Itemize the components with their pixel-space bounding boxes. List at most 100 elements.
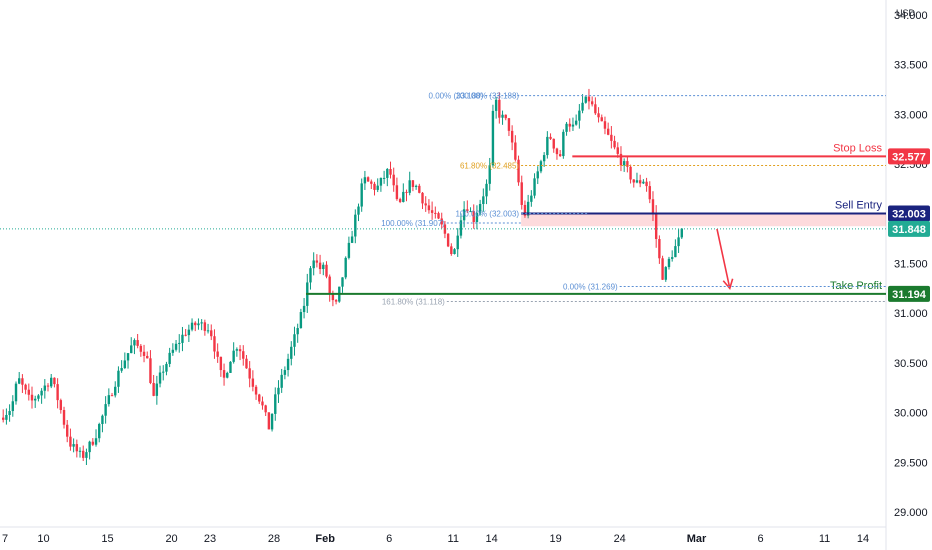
candle-body [555, 148, 559, 155]
candle-body [424, 203, 427, 206]
candle-body [568, 123, 571, 127]
candle-body [110, 395, 114, 397]
candle-body [347, 242, 351, 258]
candle-body [242, 351, 245, 359]
x-tick-label: 7 [2, 533, 8, 545]
candle-body [216, 351, 219, 357]
candle-body [309, 268, 312, 283]
candle-body [296, 328, 299, 335]
x-tick-label: 11 [448, 533, 459, 545]
candle-body [187, 329, 191, 336]
candle-body [133, 340, 136, 346]
candle-body [245, 358, 248, 369]
candle-body [526, 201, 530, 216]
candle-body [14, 383, 18, 402]
candle-body [546, 136, 549, 156]
candle-body [206, 330, 210, 332]
candle-body [594, 104, 597, 114]
candle-body [411, 180, 415, 187]
candle-body [453, 249, 456, 255]
x-tick-label: 10 [37, 533, 49, 545]
price-badge [888, 148, 930, 165]
candle-body [667, 258, 671, 268]
candle-body [293, 334, 296, 347]
candle-body [53, 377, 56, 385]
y-tick-label: 33.000 [894, 109, 928, 121]
candle-body [600, 117, 603, 122]
candle-body [219, 356, 223, 371]
fib-level-label: 61.80% (32.485) [460, 162, 519, 171]
candle-body [264, 405, 267, 413]
candle-body [581, 102, 584, 111]
candle-body [152, 382, 155, 396]
price-badge [888, 220, 930, 237]
candle-body [155, 383, 159, 396]
candle-body [517, 159, 520, 183]
candle-body [661, 258, 664, 280]
candle-body [328, 276, 331, 294]
candle-body [203, 322, 207, 331]
candle-body [251, 378, 255, 387]
candle-body [315, 260, 319, 263]
x-tick-label: 24 [614, 533, 626, 545]
candle-body [379, 177, 383, 186]
candle-body [421, 192, 424, 204]
candle-body [98, 424, 101, 439]
candle-body [91, 441, 95, 445]
time-axis[interactable]: 7 10 15 20 23 28 Feb 6 11 14 19 24 Mar 6 11 14 [2, 533, 869, 545]
candle-body [34, 398, 37, 401]
candle-body [507, 118, 511, 131]
candlestick-series [2, 88, 683, 465]
candle-body [395, 185, 399, 200]
candle-body [357, 206, 360, 215]
candle-body [27, 389, 31, 395]
candle-body [40, 390, 43, 396]
candle-body [462, 209, 466, 221]
target-arrow-shaft [716, 228, 731, 289]
fib-level-label: 161.80% (31.118) [382, 297, 445, 306]
candle-body [571, 124, 575, 127]
candle-body [158, 372, 162, 384]
candle-body [642, 181, 645, 184]
candle-body [626, 161, 629, 167]
candle-body [651, 199, 655, 213]
candle-body [402, 191, 405, 202]
stop-loss-label: Stop Loss [833, 142, 882, 154]
candle-body [72, 444, 75, 447]
candle-body [168, 352, 171, 364]
candle-body [261, 401, 264, 406]
sell-entry-label: Sell Entry [835, 199, 883, 211]
x-tick-label: 23 [204, 533, 216, 545]
candle-body [254, 386, 258, 395]
candle-body [114, 386, 117, 396]
price-badge [888, 205, 930, 222]
candle-body [2, 417, 5, 420]
fib-level-label: 0.00% (33.188) [429, 92, 484, 101]
candle-body [664, 267, 667, 280]
candle-body [491, 110, 495, 166]
candle-body [488, 165, 491, 184]
candle-body [485, 183, 488, 197]
candle-body [354, 214, 357, 237]
price-badge-label: 32.003 [892, 208, 926, 220]
candle-body [94, 438, 98, 445]
x-tick-label: 20 [165, 533, 177, 545]
candle-body [117, 370, 120, 387]
candle-body [501, 114, 504, 118]
candle-body [350, 236, 354, 243]
candle-body [59, 400, 63, 411]
candle-body [504, 114, 507, 119]
fib-level-label: 100.00% (32.003) [455, 209, 519, 218]
candle-body [75, 444, 79, 452]
candle-body [226, 372, 229, 378]
candle-body [638, 180, 642, 184]
x-tick-label: 15 [101, 533, 113, 545]
candle-body [181, 334, 184, 343]
candle-body [120, 368, 123, 371]
y-tick-label: 30.500 [894, 358, 928, 370]
candle-body [197, 323, 200, 326]
candle-body [616, 147, 619, 154]
candle-body [46, 385, 50, 387]
price-badges: 32.577 32.003 31.848 31.194 [888, 148, 930, 302]
